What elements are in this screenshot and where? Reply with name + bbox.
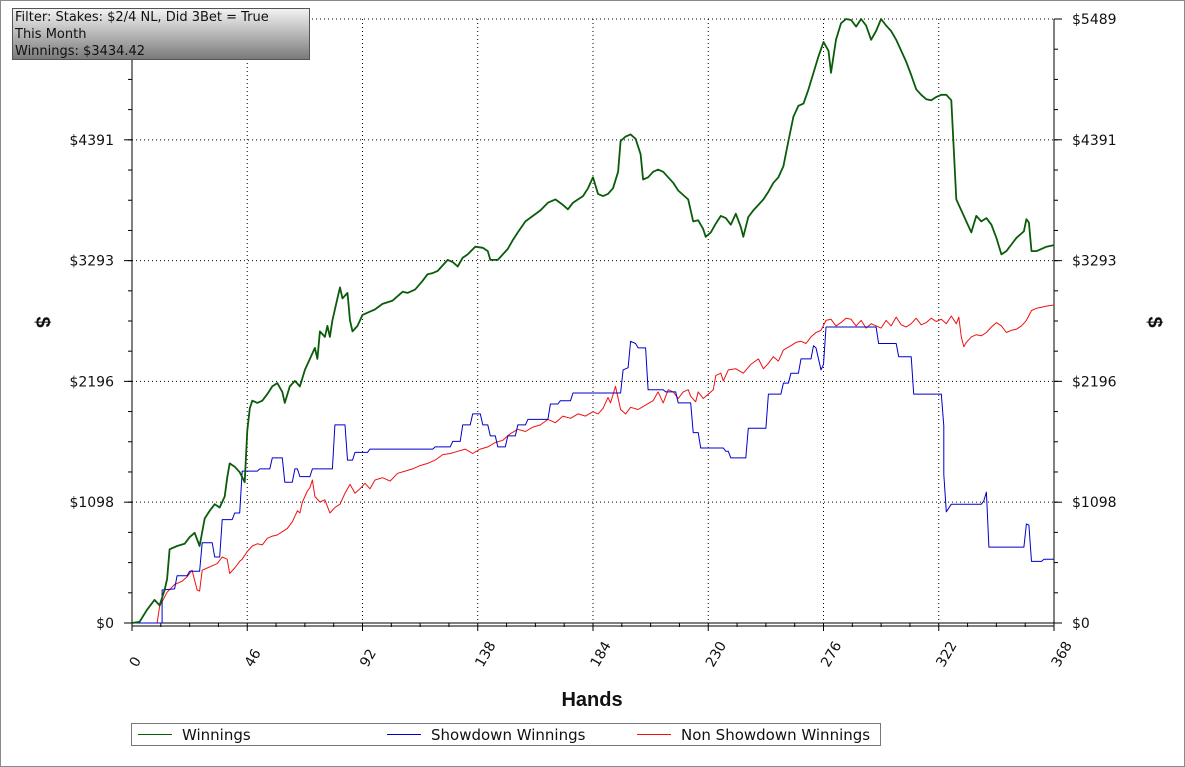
y-axis-title-left: $: [31, 316, 53, 327]
y-tick-label-right: $5489: [1072, 12, 1117, 28]
x-tick-label: 46: [242, 646, 265, 670]
y-tick-label-right: $1098: [1072, 495, 1117, 511]
legend-item-winnings: Winnings: [132, 724, 251, 745]
legend-swatch-non-showdown: [637, 734, 671, 735]
grid-lines: [132, 18, 1055, 623]
y-tick-label-right: $0: [1072, 616, 1090, 632]
filter-text: Filter: Stakes: $2/4 NL, Did 3Bet = True: [15, 10, 269, 25]
legend-label-winnings: Winnings: [182, 725, 251, 744]
y-tick-label-left: $4391: [69, 133, 114, 149]
legend-swatch-winnings: [138, 734, 172, 735]
y-tick-label-right: $3293: [1072, 254, 1117, 270]
x-tick-label: 138: [472, 639, 499, 670]
y-tick-label-right: $2196: [1072, 374, 1117, 390]
filter-info-box: Filter: Stakes: $2/4 NL, Did 3Bet = True…: [12, 8, 310, 60]
series-line-winnings: [131, 18, 1055, 624]
y-tick-label-left: $0: [96, 616, 114, 632]
winnings-total-text: Winnings: $3434.42: [15, 44, 146, 59]
x-axis-title: Hands: [561, 689, 622, 711]
x-tick-label: 92: [357, 647, 380, 670]
period-text: This Month: [15, 27, 87, 42]
series-lines: [131, 18, 1055, 624]
y-tick-label-left: $1098: [69, 495, 114, 511]
legend-label-non-showdown: Non Showdown Winnings: [681, 725, 871, 744]
x-tick-label: 322: [933, 639, 960, 670]
chart-legend: Winnings Showdown Winnings Non Showdown …: [131, 723, 881, 746]
legend-swatch-showdown: [387, 734, 421, 735]
y-tick-label-left: $2196: [69, 374, 114, 390]
axes: [124, 18, 1062, 631]
y-tick-label-right: $4391: [1072, 133, 1117, 149]
x-tick-label: 0: [127, 654, 145, 670]
y-tick-label-left: $3293: [69, 254, 114, 270]
series-line-showdown-winnings: [132, 326, 1054, 624]
axis-labels: Hands $ $ $0 $0 $1098 $1098 $2196 $2196 $3293 $…: [31, 12, 1165, 711]
series-line-non-showdown-winnings: [132, 304, 1055, 624]
x-tick-label: 230: [703, 639, 730, 670]
x-tick-label: 368: [1049, 639, 1076, 670]
legend-label-showdown: Showdown Winnings: [431, 725, 586, 744]
x-tick-label: 184: [588, 639, 615, 670]
legend-item-non-showdown: Non Showdown Winnings: [631, 724, 870, 745]
y-axis-title-right: $: [1143, 316, 1165, 327]
legend-item-showdown: Showdown Winnings: [381, 724, 585, 745]
x-tick-label: 276: [818, 639, 845, 670]
